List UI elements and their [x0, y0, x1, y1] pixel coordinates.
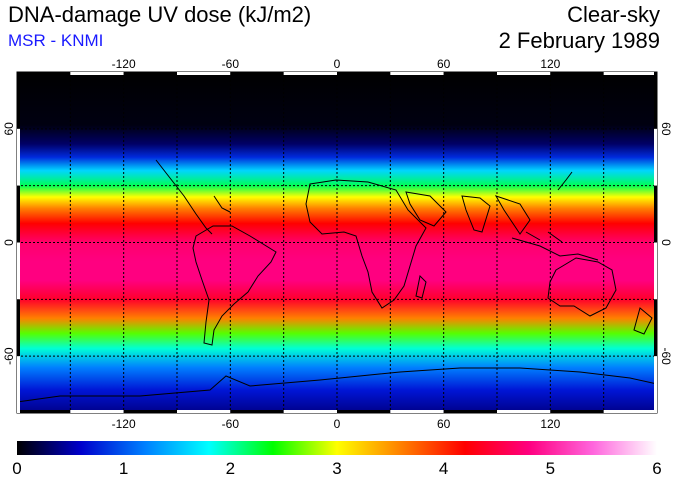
frame-tick-right [654, 185, 657, 243]
longitude-label: 60 [437, 57, 451, 71]
frame-tick-bottom [283, 410, 337, 413]
latitude-label: -60 [659, 347, 673, 365]
colorbar-tick-label: 5 [546, 459, 555, 478]
colorbar-tick-label: 4 [439, 459, 448, 478]
frame-tick-top [70, 72, 124, 75]
frame-tick-bottom [497, 410, 551, 413]
frame-tick-top [390, 72, 444, 75]
frame-tick-right [654, 128, 657, 186]
frame-tick-right [654, 242, 657, 300]
frame-tick-top [337, 72, 391, 75]
frame-tick-bottom [390, 410, 444, 413]
frame-tick-right [654, 356, 657, 413]
longitude-label: 0 [334, 57, 341, 71]
colorbar-tick-label: 6 [652, 459, 661, 478]
date-label: 2 February 1989 [498, 28, 660, 53]
coastline-new-zealand [633, 307, 653, 335]
frame-tick-left [17, 299, 20, 357]
latitude-label: -60 [2, 347, 16, 365]
coastline-central-america [155, 159, 213, 235]
coastline-south-america [192, 225, 277, 346]
latitude-label: 0 [2, 239, 16, 246]
frame-tick-left [17, 242, 20, 300]
colorbar: 0 1 2 3 4 5 6 [12, 441, 662, 478]
frame-tick-segments [17, 72, 657, 413]
latitude-label: 0 [659, 239, 673, 246]
frame-tick-left [17, 356, 20, 413]
data-source-label: MSR - KNMI [8, 31, 104, 50]
frame-tick-bottom [177, 410, 231, 413]
colorbar-tick-label: 2 [226, 459, 235, 478]
coastline-australia [547, 257, 617, 317]
colorbar-tick-label: 1 [119, 459, 128, 478]
frame-tick-bottom [337, 410, 391, 413]
longitude-labels-bottom: -120 -60 0 60 120 [112, 417, 561, 431]
longitude-label: -120 [112, 417, 136, 431]
frame-tick-top [177, 72, 231, 75]
colorbar-tick-label: 0 [12, 459, 21, 478]
frame-tick-top [283, 72, 337, 75]
graticule-grid [17, 72, 657, 413]
colorbar-labels: 0 1 2 3 4 5 6 [12, 459, 661, 478]
latitude-label: 60 [2, 122, 16, 136]
coastlines [16, 159, 658, 403]
colorbar-tick-label: 3 [332, 459, 341, 478]
map-title: DNA-damage UV dose (kJ/m2) [8, 2, 312, 27]
latitude-label: 60 [659, 122, 673, 136]
frame-tick-left [17, 128, 20, 186]
frame-tick-bottom [230, 410, 284, 413]
frame-tick-top [497, 72, 551, 75]
coastline-madagascar [415, 274, 427, 299]
frame-tick-top [443, 72, 497, 75]
latitude-labels-right: 60 0 -60 [659, 122, 673, 365]
frame-tick-top [603, 72, 657, 75]
frame-tick-left [17, 185, 20, 243]
coastline-antarctica [16, 367, 658, 403]
frame-tick-top [17, 72, 71, 75]
frame-tick-left [17, 72, 20, 129]
frame-tick-bottom [70, 410, 124, 413]
longitude-label: 120 [540, 417, 560, 431]
frame-tick-top [550, 72, 604, 75]
frame-tick-right [654, 299, 657, 357]
frame-tick-bottom [443, 410, 497, 413]
coastline-florida [213, 195, 231, 213]
longitude-label: 60 [437, 417, 451, 431]
frame-tick-bottom [603, 410, 657, 413]
latitude-labels-left: 60 0 -60 [2, 122, 16, 365]
map-panel [16, 71, 658, 414]
frame-tick-bottom [550, 410, 604, 413]
colorbar-ramp [17, 441, 657, 455]
longitude-labels-top: -120 -60 0 60 120 [112, 57, 561, 71]
frame-tick-right [654, 72, 657, 129]
frame-tick-top [230, 72, 284, 75]
frame-tick-bottom [123, 410, 177, 413]
coastline-india [461, 195, 491, 233]
frame-tick-top [123, 72, 177, 75]
longitude-label: -120 [112, 57, 136, 71]
coastline-africa [305, 179, 427, 309]
longitude-label: 120 [540, 57, 560, 71]
coastline-southeast-asia [494, 195, 531, 235]
longitude-label: -60 [222, 57, 240, 71]
longitude-label: -60 [222, 417, 240, 431]
longitude-label: 0 [334, 417, 341, 431]
sky-condition-label: Clear-sky [567, 2, 660, 27]
frame-tick-bottom [17, 410, 71, 413]
coastline-arabia [405, 191, 447, 227]
coastline-japan [557, 171, 573, 191]
